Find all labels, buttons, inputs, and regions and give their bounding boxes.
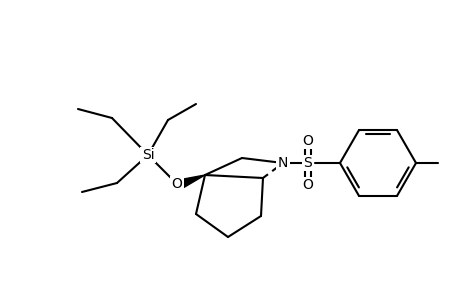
Polygon shape xyxy=(179,175,205,188)
Text: S: S xyxy=(303,156,312,170)
Text: O: O xyxy=(171,177,182,191)
Text: N: N xyxy=(277,156,287,170)
Text: O: O xyxy=(302,134,313,148)
Text: Si: Si xyxy=(141,148,154,162)
Text: O: O xyxy=(302,178,313,192)
